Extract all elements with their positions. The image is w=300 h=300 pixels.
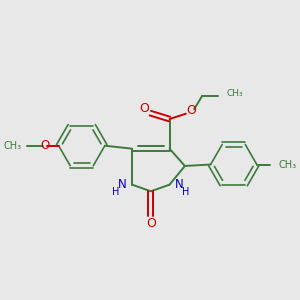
Text: H: H [112,187,119,197]
Text: CH₃: CH₃ [227,89,243,98]
Text: O: O [186,104,196,117]
Text: H: H [182,187,190,197]
Text: N: N [175,178,183,190]
Text: O: O [140,102,149,115]
Text: N: N [118,178,127,190]
Text: O: O [40,139,49,152]
Text: CH₃: CH₃ [4,141,22,151]
Text: O: O [146,217,156,230]
Text: CH₃: CH₃ [278,160,297,170]
